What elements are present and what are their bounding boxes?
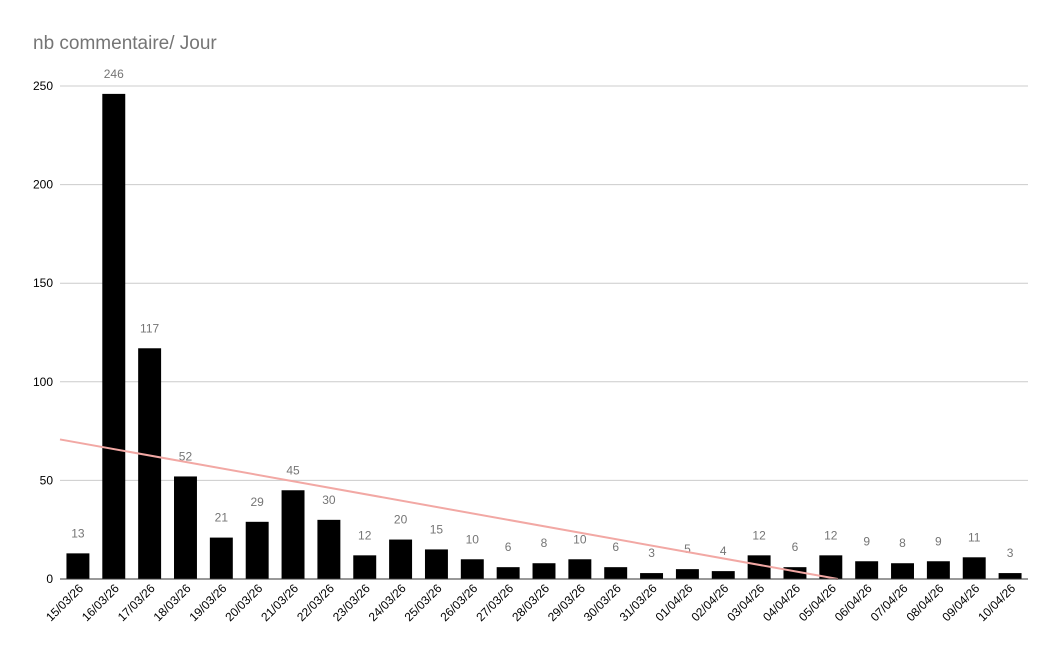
bar	[783, 567, 807, 579]
bar	[66, 553, 90, 579]
data-label: 6	[505, 540, 512, 554]
data-label: 3	[648, 546, 655, 560]
data-label: 45	[286, 463, 300, 477]
x-tick-label: 01/04/26	[653, 581, 696, 624]
bar	[711, 571, 735, 579]
x-tick-label: 31/03/26	[617, 581, 660, 624]
x-tick-label: 29/03/26	[545, 581, 588, 624]
x-tick-label: 10/04/26	[975, 581, 1018, 624]
bar	[138, 348, 162, 579]
y-axis-ticks: 0 50 100 150 200 250	[33, 79, 53, 586]
data-label: 30	[322, 493, 336, 507]
bar	[174, 476, 197, 579]
bar	[460, 559, 484, 579]
x-tick-label: 23/03/26	[330, 581, 373, 624]
data-label: 12	[824, 528, 838, 542]
data-label: 15	[430, 522, 444, 536]
x-tick-label: 07/04/26	[868, 581, 911, 624]
x-tick-label: 24/03/26	[366, 581, 409, 624]
x-tick-label: 16/03/26	[79, 581, 122, 624]
bar	[891, 563, 914, 579]
bar	[568, 559, 592, 579]
data-label: 6	[612, 540, 619, 554]
data-label: 10	[573, 532, 587, 546]
x-tick-label: 06/04/26	[832, 581, 875, 624]
x-tick-label: 26/03/26	[437, 581, 480, 624]
x-tick-label: 20/03/26	[222, 581, 265, 624]
data-label: 20	[394, 513, 408, 527]
y-tick-label: 250	[33, 79, 53, 93]
x-tick-label: 15/03/26	[43, 581, 86, 624]
x-axis-ticks: 15/03/2616/03/2617/03/2618/03/2619/03/26…	[43, 581, 1018, 624]
x-tick-label: 05/04/26	[796, 581, 839, 624]
y-tick-label: 100	[33, 375, 53, 389]
x-tick-label: 28/03/26	[509, 581, 552, 624]
x-tick-label: 04/04/26	[760, 581, 803, 624]
chart-title: nb commentaire/ Jour	[33, 33, 217, 54]
data-label: 21	[215, 511, 229, 525]
bar	[855, 561, 879, 579]
bar	[604, 567, 628, 579]
bar	[962, 557, 986, 579]
data-label: 8	[899, 536, 906, 550]
bar	[496, 567, 520, 579]
data-label: 9	[863, 534, 870, 548]
data-label: 9	[935, 534, 942, 548]
bar	[926, 561, 950, 579]
bar	[640, 573, 664, 579]
x-tick-label: 17/03/26	[115, 581, 158, 624]
x-tick-label: 19/03/26	[187, 581, 230, 624]
data-label: 246	[104, 67, 124, 81]
bar	[353, 555, 377, 579]
bar	[424, 549, 448, 579]
bar	[819, 555, 843, 579]
bar	[532, 563, 556, 579]
y-tick-label: 150	[33, 276, 53, 290]
data-label: 11	[968, 530, 981, 544]
x-tick-label: 30/03/26	[581, 581, 624, 624]
bar	[998, 573, 1022, 579]
data-label: 13	[71, 526, 85, 540]
data-label: 12	[358, 528, 372, 542]
bar	[389, 539, 413, 579]
data-labels: 13 246 117 52 21 29 45 30 12 20 15 10 6 8 10 6 3 5 4 12 6 12 9…	[71, 67, 1013, 560]
x-tick-label: 08/04/26	[904, 581, 947, 624]
x-tick-label: 21/03/26	[258, 581, 301, 624]
data-label: 6	[792, 540, 799, 554]
x-tick-label: 02/04/26	[688, 581, 731, 624]
bar	[281, 490, 305, 579]
gridlines	[60, 85, 1028, 481]
data-label: 4	[720, 544, 727, 558]
data-label: 29	[251, 495, 265, 509]
bar	[675, 569, 699, 579]
data-label: 8	[541, 536, 548, 550]
y-tick-label: 0	[46, 572, 53, 586]
bar	[317, 519, 341, 579]
x-tick-label: 18/03/26	[151, 581, 194, 624]
data-label: 12	[752, 528, 766, 542]
bars	[66, 93, 1022, 579]
trendline	[59, 438, 839, 580]
bar	[102, 93, 126, 579]
data-label: 10	[466, 532, 480, 546]
data-label: 5	[684, 542, 691, 556]
data-label: 117	[140, 321, 159, 335]
data-label: 3	[1007, 546, 1014, 560]
y-tick-label: 50	[40, 473, 54, 487]
x-tick-label: 22/03/26	[294, 581, 337, 624]
bar	[209, 537, 233, 579]
data-label: 52	[179, 449, 193, 463]
x-tick-label: 27/03/26	[473, 581, 516, 624]
bar	[245, 521, 269, 579]
y-tick-label: 200	[33, 178, 53, 192]
trendline-layer	[59, 438, 839, 580]
x-tick-label: 03/04/26	[724, 581, 767, 624]
bar	[747, 555, 771, 579]
x-tick-label: 09/04/26	[939, 581, 982, 624]
x-tick-label: 25/03/26	[402, 581, 445, 624]
